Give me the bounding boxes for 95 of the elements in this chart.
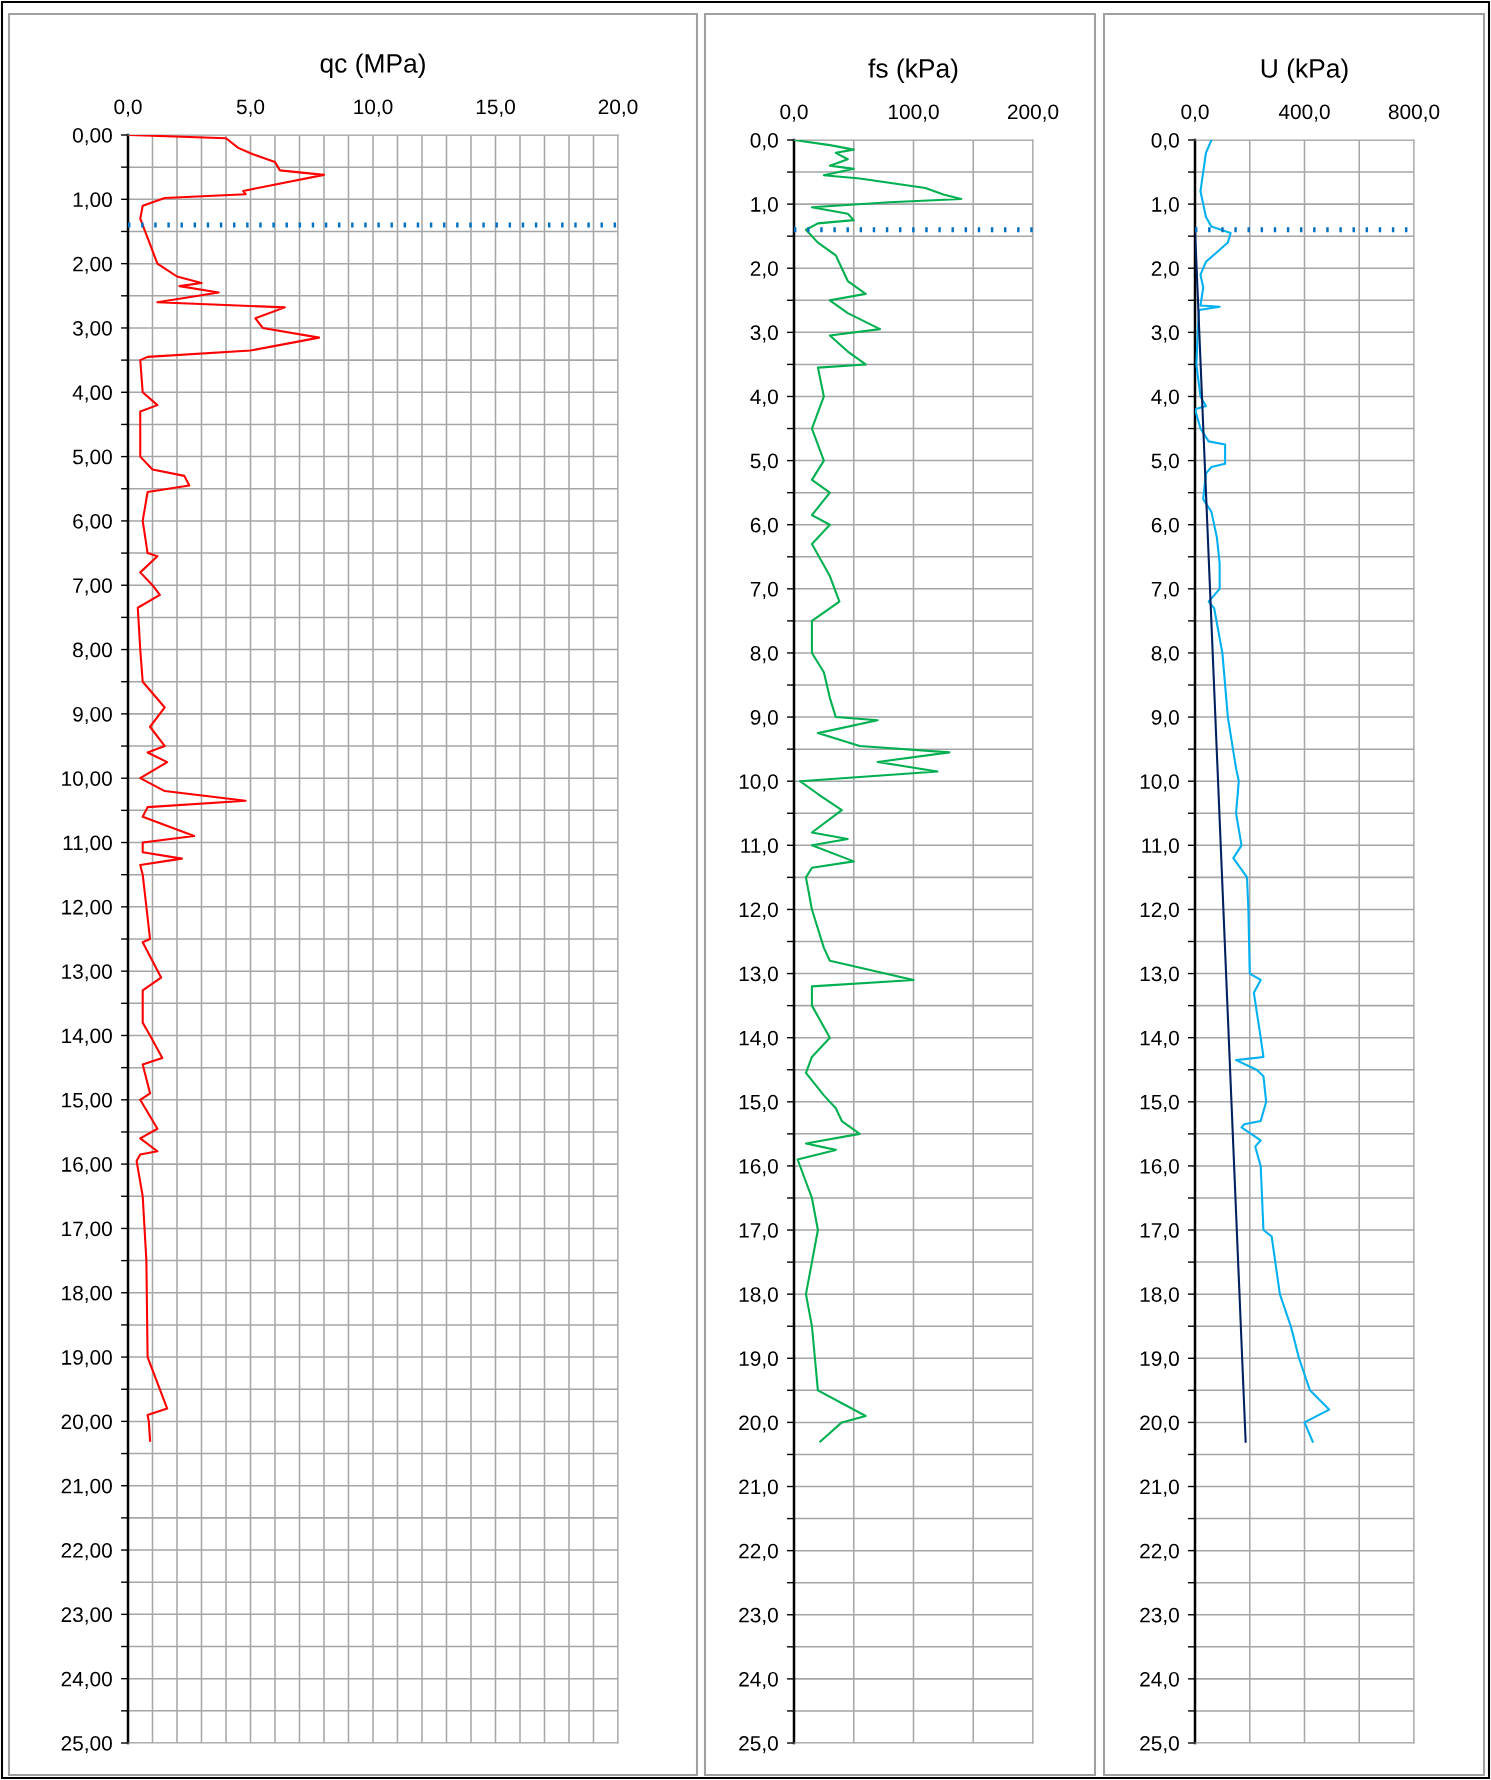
y-tick-label: 11,0 — [741, 838, 778, 856]
y-tick-label: 3,0 — [750, 325, 778, 343]
y-tick-label: 15,0 — [1140, 1094, 1179, 1113]
y-tick-label: 1,0 — [1152, 197, 1179, 215]
line-series — [1195, 140, 1331, 1443]
y-tick-label: 17,0 — [1140, 1223, 1179, 1241]
y-tick-label: 25,00 — [61, 1736, 112, 1754]
y-tick-label: 18,0 — [1140, 1287, 1179, 1305]
y-tick-label: 6,0 — [750, 517, 778, 535]
y-tick-label: 20,0 — [739, 1415, 778, 1433]
x-tick-label: 800,0 — [1388, 104, 1440, 122]
y-tick-label: 14,00 — [62, 1028, 112, 1046]
y-tick-label: 3,0 — [1151, 325, 1179, 343]
y-tick-label: 19,0 — [739, 1351, 778, 1369]
y-tick-label: 14,0 — [1140, 1030, 1179, 1048]
y-tick-label: 16,00 — [62, 1157, 112, 1175]
y-tick-label: 18,00 — [62, 1285, 112, 1303]
y-tick-label: 4,0 — [750, 389, 778, 407]
y-tick-label: 16,0 — [1140, 1158, 1179, 1177]
y-tick-label: 0,00 — [72, 128, 112, 146]
y-tick-label: 14,0 — [739, 1030, 778, 1048]
y-tick-label: 24,0 — [1140, 1671, 1179, 1690]
y-tick-label: 17,00 — [62, 1221, 112, 1239]
x-tick-label: 5,0 — [236, 99, 265, 117]
y-tick-label: 19,00 — [62, 1350, 112, 1368]
y-tick-label: 15,0 — [739, 1094, 778, 1113]
y-tick-label: 15,00 — [62, 1092, 112, 1111]
y-tick-label: 11,0 — [1142, 838, 1179, 856]
x-tick-label: 200,0 — [1007, 104, 1059, 122]
y-tick-label: 13,0 — [739, 966, 778, 984]
y-tick-label: 17,0 — [739, 1223, 778, 1241]
x-tick-label: 15,0 — [476, 99, 515, 117]
y-tick-label: 5,00 — [73, 449, 112, 467]
line-series — [129, 135, 326, 1442]
y-tick-label: 6,00 — [73, 513, 112, 532]
y-tick-label: 9,0 — [750, 710, 778, 728]
y-tick-label: 0,0 — [1151, 133, 1179, 151]
y-tick-label: 5,0 — [1151, 453, 1179, 471]
y-tick-label: 13,00 — [62, 964, 112, 982]
y-tick-label: 25,0 — [739, 1736, 778, 1754]
y-tick-label: 21,00 — [61, 1478, 112, 1496]
y-tick-label: 10,0 — [1140, 774, 1179, 792]
x-tick-label: 0,0 — [114, 99, 142, 117]
x-tick-label: 0,0 — [780, 104, 808, 122]
y-tick-label: 8,0 — [750, 645, 778, 664]
line-series — [794, 140, 963, 1443]
y-tick-label: 2,0 — [1151, 261, 1179, 279]
y-tick-label: 12,0 — [1140, 902, 1179, 920]
y-tick-label: 21,0 — [739, 1479, 778, 1497]
y-tick-label: 7,0 — [1151, 581, 1179, 600]
y-tick-label: 23,0 — [739, 1607, 778, 1625]
chart-title: U (kPa) — [1261, 58, 1348, 83]
y-tick-label: 2,0 — [750, 261, 778, 279]
y-tick-label: 18,0 — [739, 1287, 778, 1305]
y-tick-label: 7,0 — [750, 581, 778, 600]
y-tick-label: 16,0 — [739, 1158, 778, 1177]
y-tick-label: 20,0 — [1140, 1415, 1179, 1433]
y-tick-label: 22,0 — [739, 1543, 778, 1561]
y-tick-label: 24,0 — [739, 1671, 778, 1690]
y-tick-label: 9,00 — [73, 706, 112, 725]
chart-title: qc (MPa) — [320, 53, 425, 78]
chart-title: fs (kPa) — [868, 58, 958, 83]
y-tick-label: 7,00 — [73, 578, 112, 596]
y-tick-label: 22,0 — [1140, 1543, 1179, 1561]
y-tick-label: 10,0 — [739, 774, 778, 792]
x-tick-label: 20,0 — [598, 99, 638, 117]
y-tick-label: 8,0 — [1151, 645, 1179, 664]
y-tick-label: 13,0 — [1140, 966, 1179, 984]
x-tick-label: 10,0 — [354, 99, 393, 117]
y-tick-label: 4,00 — [72, 385, 112, 403]
y-tick-label: 9,0 — [1151, 710, 1179, 728]
y-tick-label: 5,0 — [750, 453, 778, 471]
y-tick-label: 1,0 — [751, 197, 778, 215]
y-tick-label: 8,00 — [73, 642, 112, 660]
y-tick-label: 12,0 — [739, 902, 778, 920]
y-tick-label: 4,0 — [1151, 389, 1179, 407]
y-tick-label: 12,00 — [62, 899, 112, 918]
y-tick-label: 1,00 — [73, 192, 112, 210]
x-tick-label: 400,0 — [1278, 104, 1330, 122]
x-tick-label: 100,0 — [889, 104, 939, 122]
y-tick-label: 20,00 — [61, 1414, 112, 1432]
y-tick-label: 2,00 — [73, 256, 112, 274]
y-tick-label: 21,0 — [1140, 1479, 1179, 1497]
y-tick-label: 22,00 — [61, 1543, 112, 1561]
y-tick-label: 11,00 — [63, 835, 112, 853]
y-tick-label: 23,00 — [61, 1607, 112, 1625]
y-tick-label: 19,0 — [1140, 1351, 1179, 1369]
y-tick-label: 10,00 — [62, 771, 112, 789]
y-tick-label: 6,0 — [1151, 517, 1179, 535]
y-tick-label: 25,0 — [1140, 1736, 1179, 1754]
y-tick-label: 0,0 — [750, 133, 778, 151]
y-tick-label: 23,0 — [1140, 1607, 1179, 1625]
x-tick-label: 0,0 — [1181, 104, 1209, 122]
y-tick-label: 24,00 — [61, 1671, 112, 1689]
y-tick-label: 3,00 — [72, 320, 112, 339]
